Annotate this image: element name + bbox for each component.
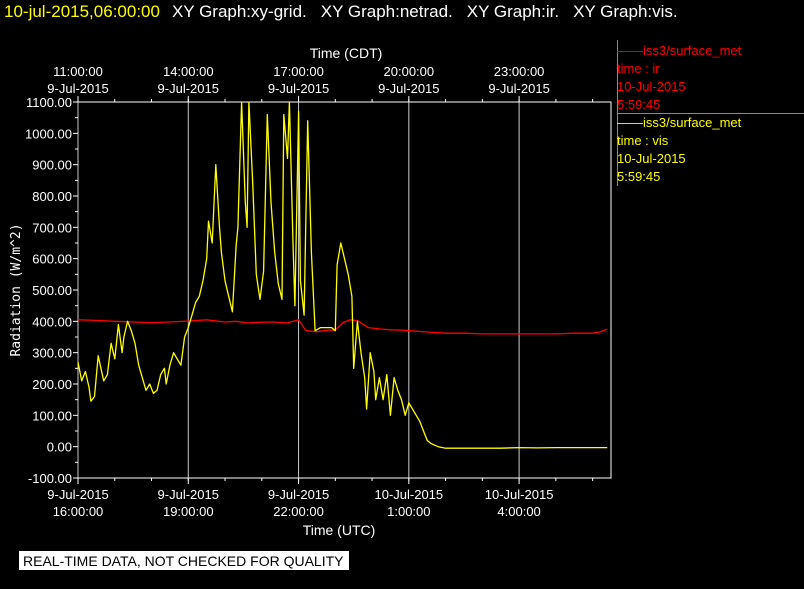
series-vis [77,101,608,449]
legend-ir-time: 5:59:45 [617,97,661,112]
x-tick-time: 16:00:00 [53,504,104,519]
x-tick-date: 9-Jul-2015 [268,487,329,502]
y-tick-label: 0.00 [47,440,72,455]
x2-tick-time: 20:00:00 [384,64,435,79]
x2-tick-date: 9-Jul-2015 [47,81,108,96]
y-tick-label: 1000.00 [25,126,72,141]
x2-tick-date: 9-Jul-2015 [158,81,219,96]
x-tick-time: 19:00:00 [163,504,214,519]
legend-ir-var: time : ir [617,61,660,76]
legend-ir-date: 10-Jul-2015 [617,79,686,94]
x-axis-label: Time (UTC) [303,522,376,538]
legend-divider [617,113,804,114]
legend-entry-ir[interactable]: ——iss3/surface_met time : ir 10-Jul-2015… [617,42,804,114]
y-tick-label: 500.00 [32,283,72,298]
series-ir [77,319,608,335]
x2-axis-label: Time (CDT) [310,45,383,61]
x-axis-cdt: 11:00:00 9-Jul-2015 14:00:00 9-Jul-2015 17:0… [47,64,594,102]
x2-tick-date: 9-Jul-2015 [268,81,329,96]
y-tick-label: 300.00 [32,346,72,361]
graph-title-vis[interactable]: XY Graph:vis. [573,2,678,21]
x-tick-date: 10-Jul-2015 [485,487,554,502]
x2-tick-time: 11:00:00 [53,64,103,79]
plot-frame [77,101,612,479]
header-graph-titles: XY Graph:xy-grid. XY Graph:netrad. XY Grap… [172,2,692,21]
x2-tick-time: 14:00:00 [163,64,214,79]
quality-notice: REAL-TIME DATA, NOT CHECKED FOR QUALITY [19,551,350,570]
graph-title-ir[interactable]: XY Graph:ir. [466,2,560,21]
legend-vis-time: 5:59:45 [617,169,661,184]
x-tick-time: 22:00:00 [273,504,324,519]
x-axis-utc: 9-Jul-2015 16:00:00 9-Jul-2015 19:00:00 9-Ju… [47,478,594,519]
legend-vis-var: time : vis [617,133,669,148]
y-tick-label: 400.00 [32,314,72,329]
graph-title-xy-grid[interactable]: XY Graph:xy-grid. [171,2,307,21]
y-tick-label: -100.00 [28,471,72,486]
y-tick-label: 200.00 [32,377,72,392]
x-tick-date: 9-Jul-2015 [47,487,108,502]
legend-vis-date: 10-Jul-2015 [617,151,686,166]
x-tick-time: 1:00:00 [387,504,430,519]
header-date: 10-jul-2015,06:00:00 [4,2,160,21]
x-tick-date: 9-Jul-2015 [158,487,219,502]
x2-tick-date: 9-Jul-2015 [488,81,549,96]
y-tick-label: 800.00 [32,189,72,204]
x-tick-time: 4:00:00 [497,504,540,519]
legend-entry-vis[interactable]: ——iss3/surface_met time : vis 10-Jul-201… [617,114,804,186]
x2-tick-date: 9-Jul-2015 [378,81,439,96]
legend-ir-line: ——iss3/surface_met [617,43,742,58]
header-bar: 10-jul-2015,06:00:00 XY Graph:xy-grid. XY … [0,0,804,26]
y-tick-label: 600.00 [32,252,72,267]
x2-tick-time: 17:00:00 [273,64,324,79]
series-lines [77,101,608,449]
y-tick-label: 100.00 [32,408,72,423]
y-tick-label: 1100.00 [26,95,72,110]
x2-tick-time: 23:00:00 [494,64,545,79]
y-tick-label: 700.00 [32,220,72,235]
y-axis-label: Radiation (W/m^2) [9,223,24,356]
x-tick-date: 10-Jul-2015 [374,487,443,502]
legend-vis-line: ——iss3/surface_met [617,115,742,130]
y-tick-label: 900.00 [32,158,72,173]
y-axis: 1100.00 1000.00 900.00 800.00 700.00 600.00 50… [25,95,78,486]
graph-title-netrad[interactable]: XY Graph:netrad. [320,2,453,21]
